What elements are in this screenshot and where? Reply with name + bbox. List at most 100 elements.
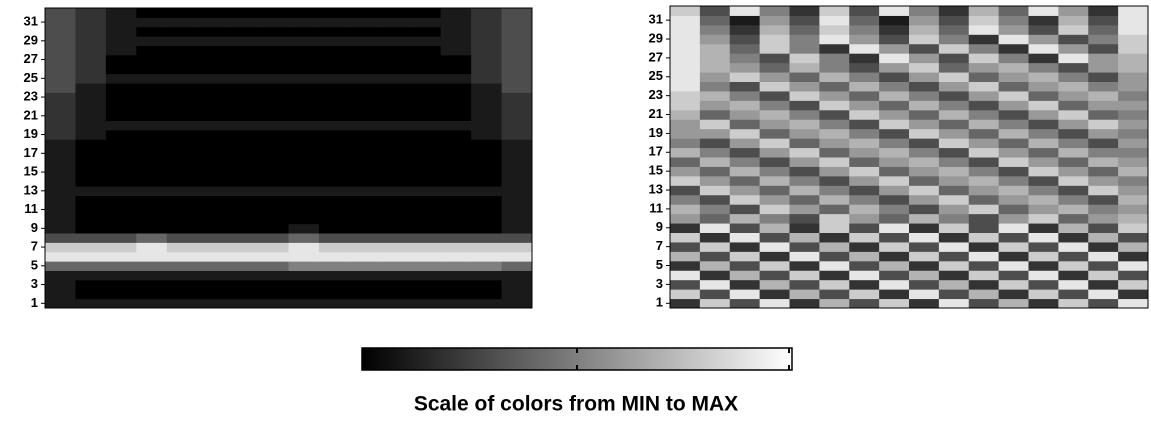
heatmap-cell — [760, 34, 790, 44]
heatmap-cell — [1118, 261, 1148, 271]
heatmap-cell — [75, 102, 106, 112]
heatmap-cell — [939, 34, 969, 44]
heatmap-cell — [849, 82, 879, 92]
heatmap-cell — [167, 46, 198, 56]
heatmap-cell — [502, 139, 533, 149]
heatmap-cell — [819, 148, 849, 158]
heatmap-cell — [75, 130, 106, 140]
heatmap-cell — [1058, 185, 1088, 195]
heatmap-cell — [502, 299, 533, 309]
heatmap-cell — [879, 91, 909, 101]
heatmap-cell — [319, 214, 350, 224]
heatmap-cell — [939, 129, 969, 139]
heatmap-cell — [471, 111, 502, 121]
heatmap-cell — [939, 15, 969, 25]
heatmap-cell — [1088, 251, 1118, 261]
heatmap-cell — [879, 129, 909, 139]
heatmap-cell — [700, 204, 730, 214]
heatmap-cell — [410, 130, 441, 140]
heatmap-cell — [471, 177, 502, 187]
heatmap-cell — [879, 157, 909, 167]
heatmap-cell — [670, 148, 700, 158]
heatmap-cell — [349, 233, 380, 243]
heatmap-cell — [136, 186, 167, 196]
heatmap-cell — [228, 64, 259, 74]
heatmap-cell — [136, 299, 167, 309]
heatmap-cell — [410, 205, 441, 215]
heatmap-cell — [999, 6, 1029, 16]
heatmap-cell — [106, 64, 137, 74]
heatmap-cell — [319, 74, 350, 84]
heatmap-cell — [289, 139, 320, 149]
heatmap-cell — [441, 261, 472, 271]
heatmap-cell — [730, 299, 760, 309]
heatmap-cell — [258, 196, 289, 206]
heatmap-cell — [1118, 204, 1148, 214]
heatmap-cell — [289, 74, 320, 84]
heatmap-cell — [45, 177, 76, 187]
heatmap-cell — [1029, 110, 1059, 120]
heatmap-cell — [849, 223, 879, 233]
heatmap-cell — [167, 196, 198, 206]
heatmap-cell — [289, 186, 320, 196]
heatmap-cell — [670, 251, 700, 261]
heatmap-cell — [790, 138, 820, 148]
heatmap-cell — [969, 214, 999, 224]
heatmap-cell — [1088, 44, 1118, 54]
heatmap-cell — [909, 82, 939, 92]
heatmap-cell — [258, 139, 289, 149]
heatmap-cell — [380, 196, 411, 206]
heatmap-cell — [760, 6, 790, 16]
heatmap-cell — [939, 119, 969, 129]
heatmap-cell — [167, 74, 198, 84]
heatmap-cell — [760, 25, 790, 35]
heatmap-cell — [1029, 100, 1059, 110]
heatmap-cell — [471, 289, 502, 299]
heatmap-cell — [1088, 63, 1118, 73]
heatmap-cell — [228, 17, 259, 27]
heatmap-cell — [939, 176, 969, 186]
heatmap-cell — [760, 289, 790, 299]
heatmap-cell — [75, 280, 106, 290]
heatmap-cell — [197, 289, 228, 299]
y-tick-label: 29 — [24, 32, 38, 47]
heatmap-cell — [849, 242, 879, 252]
heatmap-cell — [106, 17, 137, 27]
heatmap-cell — [849, 6, 879, 16]
heatmap-cell — [410, 233, 441, 243]
heatmap-cell — [136, 289, 167, 299]
heatmap-cell — [819, 214, 849, 224]
heatmap-cell — [349, 55, 380, 65]
y-tick-label: 17 — [24, 145, 38, 160]
heatmap-cell — [879, 63, 909, 73]
heatmap-cell — [258, 252, 289, 262]
heatmap-cell — [106, 130, 137, 140]
heatmap-cell — [1058, 299, 1088, 309]
heatmap-cell — [670, 280, 700, 290]
heatmap-cell — [939, 91, 969, 101]
heatmap-cell — [1118, 251, 1148, 261]
heatmap-cell — [760, 53, 790, 63]
heatmap-cell — [136, 121, 167, 131]
heatmap-cell — [700, 261, 730, 271]
heatmap-cell — [289, 111, 320, 121]
heatmap-cell — [197, 271, 228, 281]
heatmap-cell — [502, 46, 533, 56]
heatmap-cell — [75, 83, 106, 93]
heatmap-cell — [167, 177, 198, 187]
heatmap-cell — [136, 27, 167, 37]
heatmap-cell — [909, 280, 939, 290]
heatmap-cell — [258, 36, 289, 46]
heatmap-cell — [380, 233, 411, 243]
heatmap-cell — [700, 157, 730, 167]
heatmap-cell — [410, 27, 441, 37]
heatmap-cell — [75, 158, 106, 168]
heatmap-cell — [1118, 91, 1148, 101]
heatmap-cell — [441, 177, 472, 187]
heatmap-cell — [969, 233, 999, 243]
heatmap-cell — [730, 100, 760, 110]
heatmap-cell — [969, 204, 999, 214]
heatmap-cell — [790, 195, 820, 205]
heatmap-cell — [700, 195, 730, 205]
heatmap-cell — [670, 233, 700, 243]
